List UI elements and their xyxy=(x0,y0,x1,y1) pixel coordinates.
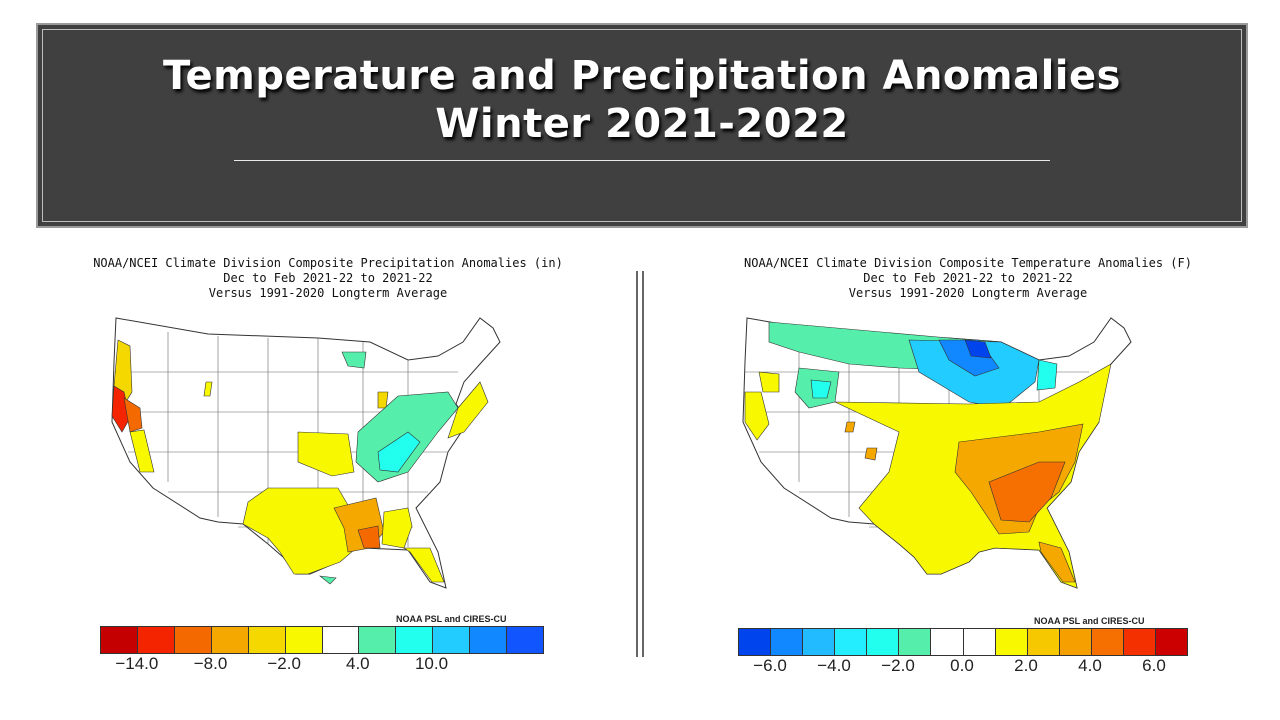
temp-scale-swatch xyxy=(739,629,772,655)
temp-scale-swatch xyxy=(931,629,964,655)
temp-scale-swatch xyxy=(963,629,996,655)
temp-scale-swatch xyxy=(835,629,868,655)
slide-title-line2: Winter 2021-2022 xyxy=(435,101,849,147)
precip-scale-tick-label: 10.0 xyxy=(414,654,449,673)
precip-scale-tick-label: −14.0 xyxy=(115,654,159,673)
temp-scale-swatch xyxy=(1123,629,1157,655)
precip-scale-tick-label: 4.0 xyxy=(346,654,370,673)
precip-scale-swatch xyxy=(137,627,175,653)
temp-scale-swatch xyxy=(995,629,1028,655)
temp-scale-tick-label: 4.0 xyxy=(1078,656,1102,675)
temp-scale-swatch xyxy=(867,629,900,655)
temp-scale-tick-label: 6.0 xyxy=(1142,656,1166,675)
precip-scale-tick-label: −8.0 xyxy=(193,654,228,673)
precip-caption-line3: Versus 1991-2020 Longterm Average xyxy=(208,286,448,300)
temp-scale-tick-label: −6.0 xyxy=(753,656,787,675)
temp-credit: NOAA PSL and CIRES-CU xyxy=(1034,616,1145,626)
precip-color-scale xyxy=(100,626,544,654)
precip-scale-swatch xyxy=(248,627,286,653)
precip-panel: NOAA/NCEI Climate Division Composite Pre… xyxy=(68,250,588,680)
precip-caption-line1: NOAA/NCEI Climate Division Composite Pre… xyxy=(93,256,563,270)
slide-title-line1: Temperature and Precipitation Anomalies xyxy=(163,53,1121,99)
temp-scale-swatch xyxy=(771,629,804,655)
precip-scale-swatch xyxy=(101,627,138,653)
precip-anomaly-map xyxy=(111,317,501,589)
precip-scale-swatch xyxy=(433,627,471,653)
temp-scale-tick-label: −4.0 xyxy=(817,656,851,675)
precip-scale-swatch xyxy=(359,627,397,653)
temp-caption-line1: NOAA/NCEI Climate Division Composite Tem… xyxy=(744,256,1192,270)
banner-border xyxy=(42,29,1242,222)
temp-scale-swatch xyxy=(1059,629,1092,655)
precip-scale-swatch xyxy=(211,627,249,653)
precip-scale-swatch xyxy=(322,627,360,653)
temp-panel: NOAA/NCEI Climate Division Composite Tem… xyxy=(708,250,1228,680)
temp-scale-swatch xyxy=(803,629,836,655)
precip-scale-swatch xyxy=(396,627,434,653)
title-underline xyxy=(234,160,1050,161)
precip-scale-swatch xyxy=(174,627,212,653)
temp-scale-tick-label: 2.0 xyxy=(1014,656,1038,675)
temp-scale-swatch xyxy=(1027,629,1060,655)
precip-caption-line2: Dec to Feb 2021-22 to 2021-22 xyxy=(223,271,433,285)
panel-divider xyxy=(636,271,646,657)
precip-scale-tick-label: −2.0 xyxy=(267,654,301,673)
title-banner: Temperature and Precipitation Anomalies … xyxy=(36,23,1248,228)
temp-scale-tick-label: 0.0 xyxy=(950,656,974,675)
precip-scale-swatch xyxy=(470,627,508,653)
temp-anomaly-map xyxy=(742,317,1132,589)
temp-color-scale xyxy=(738,628,1188,656)
temp-scale-tick-label: −2.0 xyxy=(881,656,915,675)
temp-caption-line2: Dec to Feb 2021-22 to 2021-22 xyxy=(863,271,1073,285)
precip-credit: NOAA PSL and CIRES-CU xyxy=(396,614,507,624)
temp-scale-swatch xyxy=(1156,629,1188,655)
temp-scale-swatch xyxy=(899,629,932,655)
precip-scale-swatch xyxy=(507,627,544,653)
temp-caption-line3: Versus 1991-2020 Longterm Average xyxy=(848,286,1088,300)
precip-scale-swatch xyxy=(285,627,323,653)
temp-scale-swatch xyxy=(1091,629,1124,655)
